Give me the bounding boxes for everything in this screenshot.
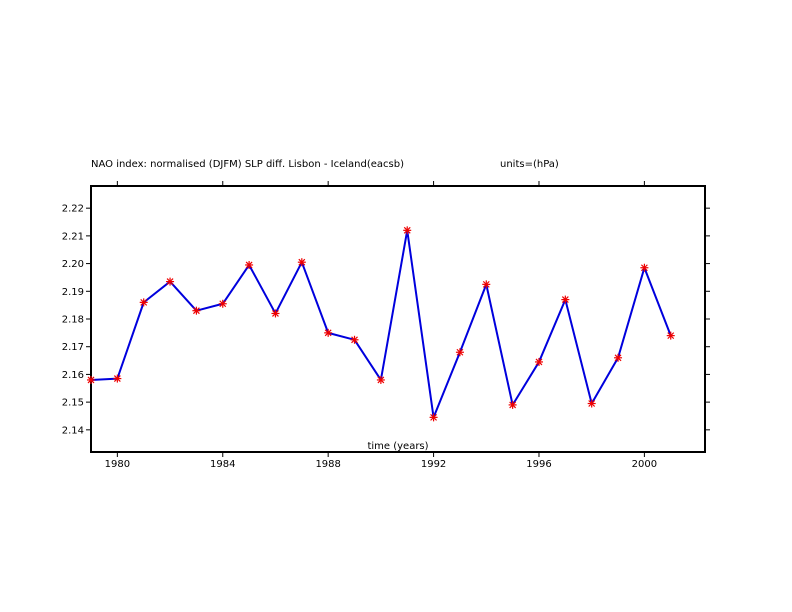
marker-d2 [667, 332, 675, 340]
y-tick-label-5: 2.19 [62, 287, 84, 298]
marker-d2 [588, 400, 596, 407]
data-point-1982 [166, 277, 175, 286]
data-point-1991 [403, 226, 412, 235]
x-tick-label-1992: 1992 [421, 459, 446, 470]
marker-d2 [482, 280, 490, 288]
y-tick-label-3: 2.17 [62, 342, 84, 353]
data-point-1997 [561, 295, 570, 304]
marker-d2 [298, 258, 306, 266]
chart-title: NAO index: normalised (DJFM) SLP diff. L… [91, 159, 404, 170]
marker-d2 [456, 348, 464, 356]
data-point-1995 [508, 400, 517, 409]
marker-d2 [140, 298, 148, 306]
data-point-1999 [614, 353, 623, 362]
marker-d2 [614, 354, 622, 362]
data-series [87, 226, 675, 422]
x-tick-label-1988: 1988 [315, 459, 340, 470]
x-tick-label-1984: 1984 [210, 459, 235, 470]
marker-d2 [509, 401, 517, 409]
x-axis-label: time (years) [367, 441, 428, 452]
data-point-2001 [666, 331, 675, 340]
data-point-1981 [139, 298, 148, 307]
marker-d2 [351, 336, 358, 344]
y-tick-label-6: 2.20 [62, 259, 84, 270]
x-tick-label-1980: 1980 [105, 459, 130, 470]
data-point-1998 [587, 399, 596, 408]
marker-d2 [87, 376, 95, 384]
y-tick-label-7: 2.21 [62, 231, 84, 242]
data-point-1987 [297, 258, 306, 267]
plot-frame [90, 185, 706, 453]
marker-d2 [219, 300, 227, 308]
data-point-1983 [192, 306, 201, 315]
marker-d2 [245, 261, 253, 269]
data-point-1979 [87, 375, 95, 384]
data-point-1984 [218, 299, 227, 308]
marker-d2 [166, 278, 174, 286]
data-point-1993 [455, 348, 464, 357]
y-tick-label-2: 2.16 [62, 370, 84, 381]
data-point-1986 [271, 309, 280, 318]
marker-d2 [561, 296, 569, 304]
marker-d2 [113, 375, 121, 382]
data-point-1985 [245, 260, 254, 269]
data-point-2000 [640, 263, 649, 272]
units-label: units=(hPa) [500, 159, 559, 170]
series-line [90, 229, 672, 419]
data-point-1989 [350, 335, 359, 344]
marker-d2 [192, 307, 200, 315]
marker-d2 [535, 358, 543, 366]
marker-d2 [640, 264, 648, 272]
y-tick-label-1: 2.15 [62, 398, 84, 409]
marker-d2 [430, 413, 437, 421]
data-point-1994 [482, 280, 491, 289]
data-point-1992 [429, 413, 438, 422]
marker-d2 [377, 376, 385, 384]
y-tick-label-4: 2.18 [62, 315, 84, 326]
data-point-1996 [534, 357, 543, 366]
marker-d2 [403, 226, 411, 234]
data-point-1980 [113, 374, 122, 383]
axis-ticks: 1980 1984 1988 1992 1996 2000 2.14 2.15 2.16 2.17… [62, 181, 710, 470]
x-tick-label-2000: 2000 [632, 459, 657, 470]
y-tick-label-8: 2.22 [62, 204, 84, 215]
marker-d2 [324, 329, 332, 337]
x-tick-label-1996: 1996 [526, 459, 551, 470]
data-point-1988 [324, 328, 333, 337]
y-tick-label-0: 2.14 [62, 425, 84, 436]
data-point-1990 [376, 375, 385, 384]
marker-d2 [272, 310, 279, 317]
